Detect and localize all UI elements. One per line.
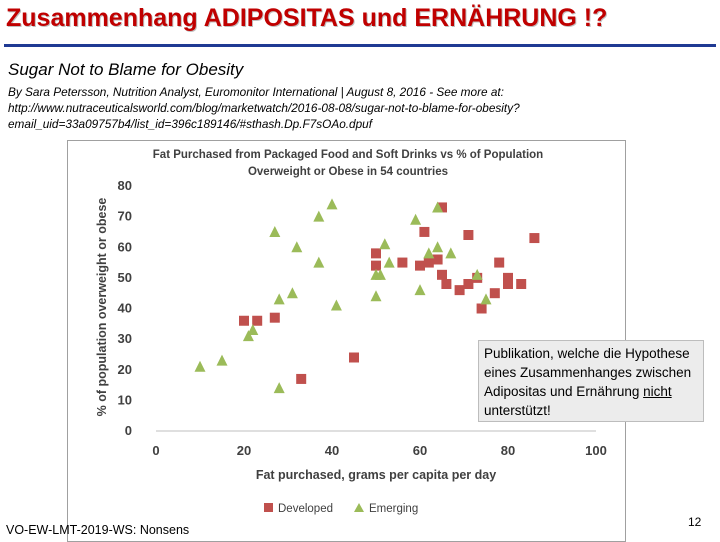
developed-point bbox=[489, 288, 500, 299]
developed-point bbox=[269, 312, 280, 323]
legend-emerging-marker bbox=[354, 503, 364, 512]
y-tick-label: 0 bbox=[125, 423, 132, 438]
x-tick-label: 80 bbox=[501, 443, 515, 458]
developed-point bbox=[516, 279, 527, 289]
y-tick-labels: 0 10 20 30 40 50 60 70 80 bbox=[118, 178, 132, 438]
emerging-point bbox=[379, 238, 391, 250]
x-tick-label: 0 bbox=[152, 443, 159, 458]
developed-point bbox=[463, 279, 474, 289]
x-tick-label: 20 bbox=[237, 443, 251, 458]
developed-point bbox=[432, 254, 443, 265]
developed-point bbox=[371, 248, 381, 259]
legend-emerging-label: Emerging bbox=[369, 503, 418, 515]
y-tick-label: 10 bbox=[118, 392, 132, 407]
emerging-point bbox=[471, 268, 483, 280]
callout-text-1: Publikation, welche die Hypothese eines … bbox=[484, 346, 692, 399]
developed-point bbox=[252, 315, 263, 326]
article-byline: By Sara Petersson, Nutrition Analyst, Eu… bbox=[8, 85, 520, 131]
x-tick-label: 100 bbox=[585, 443, 607, 458]
developed-point bbox=[476, 303, 487, 314]
page-number: 12 bbox=[688, 515, 702, 529]
emerging-point bbox=[445, 247, 457, 259]
y-tick-label: 50 bbox=[118, 270, 132, 285]
emerging-point bbox=[330, 299, 342, 311]
emerging-point bbox=[423, 247, 435, 259]
legend: Developed Emerging bbox=[264, 503, 418, 515]
emerging-point bbox=[291, 241, 303, 253]
developed-point bbox=[349, 352, 359, 363]
x-tick-labels: 0 20 40 60 80 100 bbox=[152, 443, 606, 458]
emerging-point bbox=[432, 201, 444, 213]
title-divider bbox=[4, 44, 716, 47]
emerging-point bbox=[273, 293, 285, 305]
emerging-point bbox=[374, 268, 386, 280]
y-axis-label: % of population overweight or obese bbox=[95, 198, 109, 417]
developed-point bbox=[423, 257, 434, 268]
y-tick-label: 20 bbox=[118, 362, 132, 377]
developed-point bbox=[503, 272, 513, 283]
x-tick-label: 40 bbox=[325, 443, 339, 458]
slide-title: Zusammenhang ADIPOSITAS und ERNÄHRUNG !? bbox=[6, 4, 608, 32]
data-points bbox=[194, 198, 540, 394]
developed-point bbox=[415, 260, 425, 271]
x-axis-label: Fat purchased, grams per capita per day bbox=[256, 468, 496, 482]
y-tick-label: 80 bbox=[118, 178, 132, 193]
emerging-point bbox=[414, 284, 426, 296]
footer-course: VO-EW-LMT-2019-WS: Nonsens bbox=[6, 523, 190, 537]
developed-point bbox=[419, 226, 430, 237]
emerging-point bbox=[370, 290, 382, 302]
developed-point bbox=[441, 279, 452, 289]
emerging-point bbox=[383, 256, 395, 268]
emerging-point bbox=[242, 330, 254, 342]
emerging-point bbox=[194, 360, 206, 372]
developed-point bbox=[503, 279, 513, 289]
y-tick-label: 70 bbox=[118, 209, 132, 224]
x-tick-label: 60 bbox=[413, 443, 427, 458]
developed-point bbox=[437, 202, 447, 213]
emerging-point bbox=[216, 354, 228, 366]
emerging-point bbox=[326, 198, 338, 210]
callout-text-2: unterstützt! bbox=[484, 403, 551, 418]
emerging-point bbox=[269, 225, 281, 237]
developed-point bbox=[371, 260, 381, 271]
developed-point bbox=[454, 285, 465, 296]
callout-emphasis: nicht bbox=[643, 384, 672, 399]
callout-box: Publikation, welche die Hypothese eines … bbox=[478, 340, 704, 422]
developed-point bbox=[529, 233, 540, 244]
y-tick-label: 30 bbox=[118, 331, 132, 346]
emerging-point bbox=[273, 382, 285, 394]
emerging-point bbox=[480, 293, 492, 305]
legend-developed-label: Developed bbox=[278, 503, 333, 515]
developed-point bbox=[494, 257, 505, 268]
y-tick-label: 60 bbox=[118, 239, 132, 254]
developed-point bbox=[397, 257, 408, 268]
emerging-point bbox=[313, 256, 325, 268]
emerging-point bbox=[247, 323, 259, 335]
chart-title-line-1: Fat Purchased from Packaged Food and Sof… bbox=[153, 149, 543, 161]
y-tick-label: 40 bbox=[118, 301, 132, 316]
chart-title-line-2: Overweight or Obese in 54 countries bbox=[248, 166, 448, 178]
legend-developed-marker bbox=[264, 503, 273, 512]
scatter-chart: Fat Purchased from Packaged Food and Sof… bbox=[95, 149, 607, 515]
developed-point bbox=[463, 230, 474, 240]
article-title: Sugar Not to Blame for Obesity bbox=[8, 60, 244, 79]
developed-point bbox=[437, 269, 447, 280]
emerging-point bbox=[410, 213, 422, 225]
emerging-point bbox=[313, 210, 325, 222]
emerging-point bbox=[432, 241, 444, 253]
developed-point bbox=[296, 373, 307, 384]
emerging-point bbox=[286, 287, 298, 299]
developed-point bbox=[239, 315, 249, 326]
